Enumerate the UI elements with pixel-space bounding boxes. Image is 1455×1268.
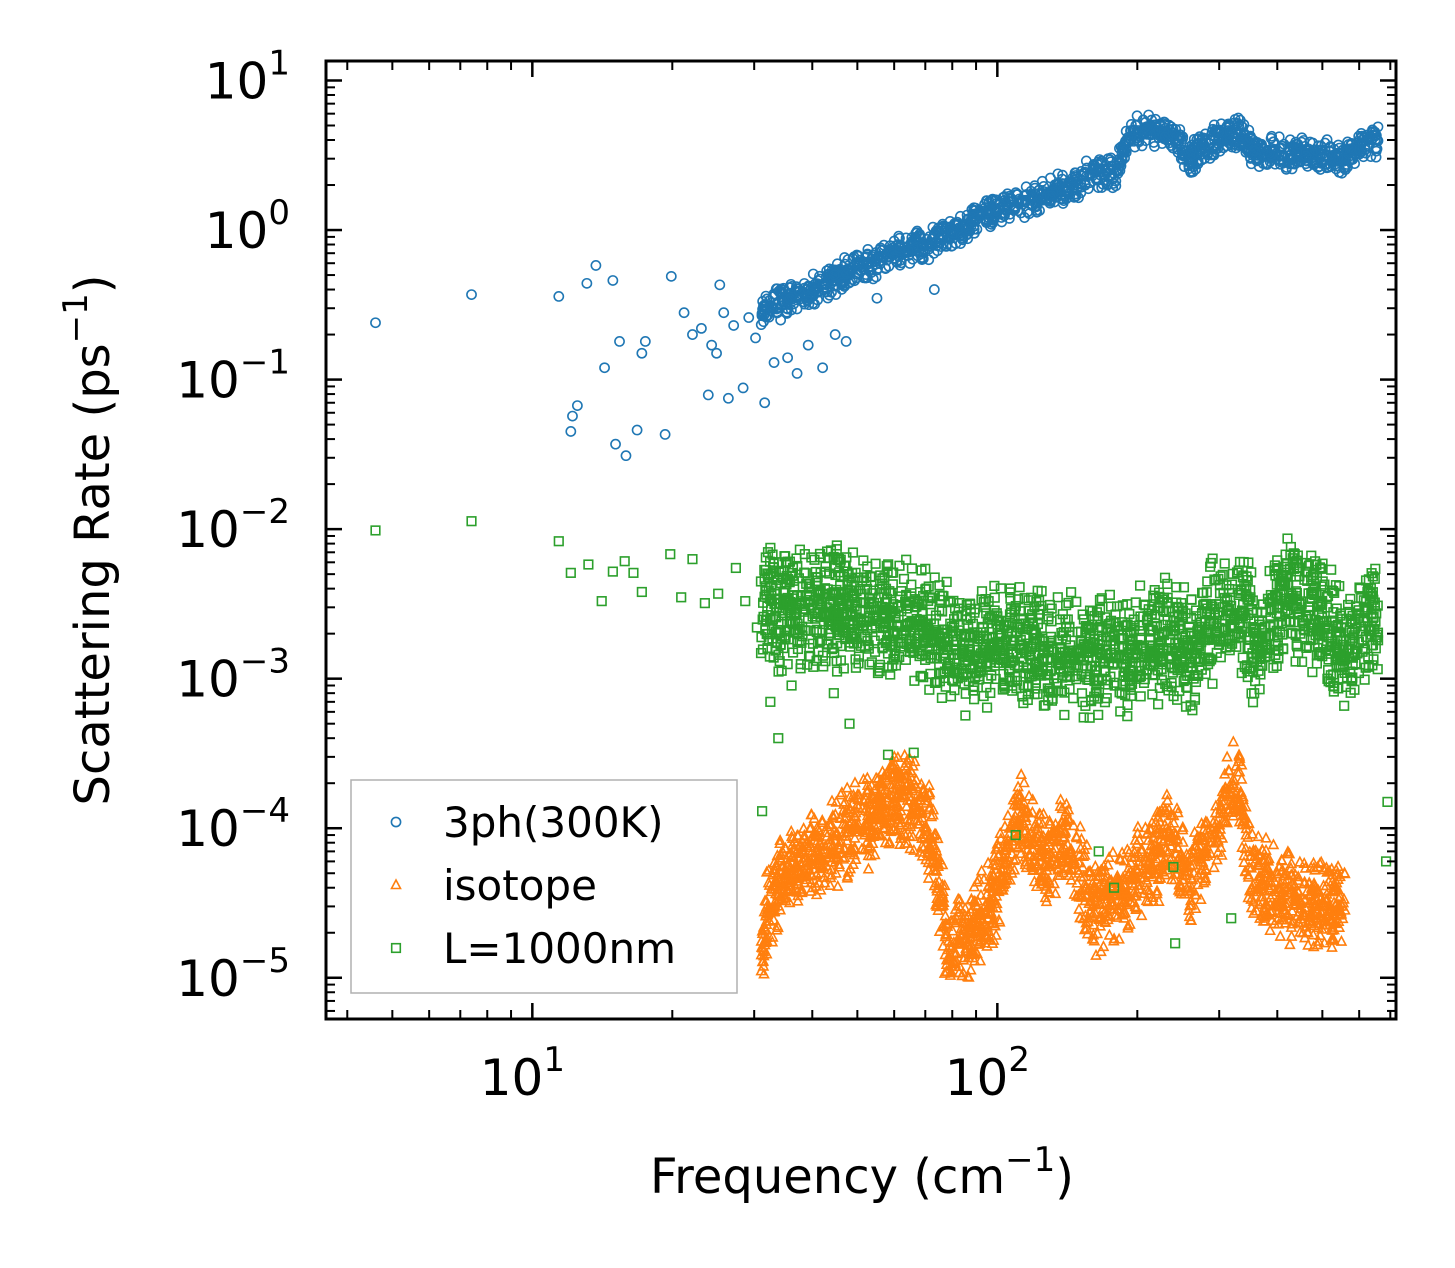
data-point xyxy=(1116,153,1128,164)
data-point xyxy=(1149,141,1160,152)
data-point xyxy=(1304,136,1316,148)
data-point xyxy=(805,282,817,294)
data-point xyxy=(1105,152,1117,164)
data-point xyxy=(1325,160,1337,172)
data-point xyxy=(1075,187,1087,199)
data-point xyxy=(992,204,1004,216)
data-point xyxy=(814,270,825,282)
data-point xyxy=(1370,145,1382,157)
data-point xyxy=(1108,178,1119,189)
data-point xyxy=(862,243,874,255)
data-point xyxy=(1201,148,1213,160)
data-point xyxy=(842,254,854,266)
series-circle-0 xyxy=(370,109,1384,462)
data-point xyxy=(1081,170,1092,182)
data-point xyxy=(1275,142,1287,154)
data-point xyxy=(771,303,783,315)
data-point xyxy=(1122,132,1134,143)
data-point xyxy=(911,233,922,245)
plot-markers xyxy=(370,109,1393,982)
data-point xyxy=(923,254,935,266)
data-point xyxy=(1087,164,1099,176)
data-point xyxy=(900,232,912,244)
data-point xyxy=(1266,130,1278,142)
data-point xyxy=(770,283,782,295)
data-point xyxy=(1081,162,1093,174)
data-point xyxy=(773,285,785,297)
data-point xyxy=(962,233,974,245)
data-point xyxy=(1045,172,1056,184)
data-point xyxy=(1012,205,1024,217)
data-point xyxy=(1129,141,1141,153)
